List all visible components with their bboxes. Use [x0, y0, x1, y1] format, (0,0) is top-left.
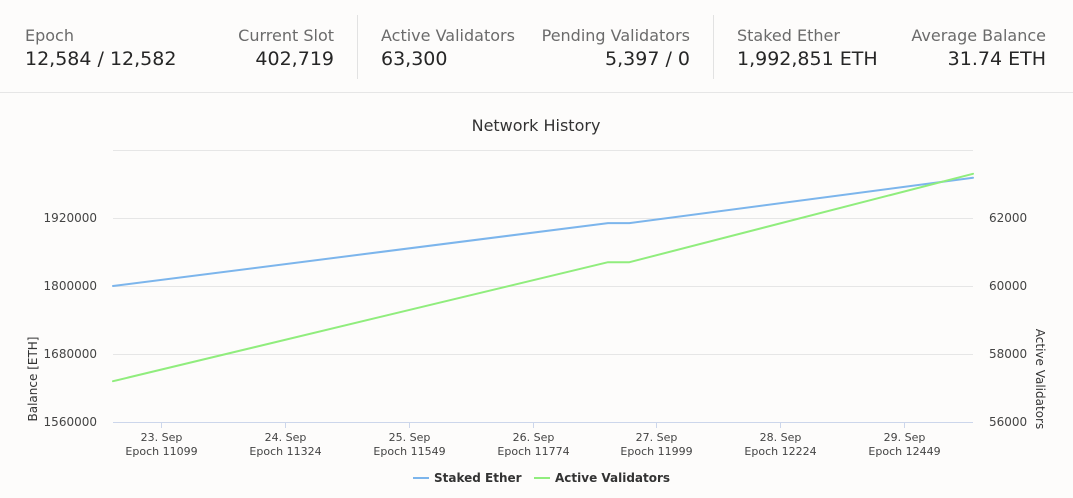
y-tick-label-right: 56000	[989, 415, 1027, 429]
stat-pending-validators-label: Pending Validators	[541, 26, 690, 45]
x-tick-label-epoch: Epoch 11999	[620, 445, 692, 458]
x-tick-label-epoch: Epoch 11324	[249, 445, 321, 458]
stat-current-slot-value: 402,719	[255, 48, 334, 70]
x-tick-label-epoch: Epoch 12224	[744, 445, 816, 458]
x-tick-label-date: 25. Sep	[389, 431, 431, 444]
series-layer	[112, 172, 974, 383]
stat-pending-validators-value: 5,397 / 0	[605, 48, 690, 70]
stats-divider	[357, 15, 358, 79]
stat-pending-validators: Pending Validators 5,397 / 0	[542, 26, 690, 72]
y-tick-label-right: 58000	[989, 347, 1027, 361]
axis-layer: 1560000 1680000 1800000 1920000 56000 58000 60…	[44, 211, 1028, 458]
stat-current-slot: Current Slot 402,719	[238, 26, 334, 72]
network-history-chart: Network History 1560000 1680000 1800000 192…	[0, 93, 1073, 494]
x-tick-label-epoch: Epoch 12449	[868, 445, 940, 458]
stats-divider	[713, 15, 714, 79]
x-tick-label-date: 27. Sep	[636, 431, 678, 444]
chart-title: Network History	[472, 116, 601, 135]
x-tick-label-epoch: Epoch 11549	[373, 445, 445, 458]
stat-average-balance: Average Balance 31.74 ETH	[911, 26, 1046, 72]
stat-current-slot-label: Current Slot	[238, 26, 334, 45]
stat-epoch-value: 12,584 / 12,582	[25, 48, 177, 70]
chart-svg: Network History 1560000 1680000 1800000 192…	[26, 116, 1047, 485]
x-tick-label-date: 28. Sep	[760, 431, 802, 444]
stat-active-validators: Active Validators 63,300	[381, 26, 515, 72]
series-line-active-validators	[112, 172, 974, 383]
stat-average-balance-label: Average Balance	[911, 26, 1046, 45]
y-tick-label-left: 1920000	[44, 211, 97, 225]
x-tick-label-date: 29. Sep	[884, 431, 926, 444]
x-tick-label-epoch: Epoch 11774	[497, 445, 569, 458]
grid-layer	[113, 150, 973, 423]
series-line-staked-ether	[112, 176, 974, 287]
x-tick-label-date: 26. Sep	[513, 431, 555, 444]
y-axis-title-right: Active Validators	[1033, 329, 1047, 429]
y-axis-title-left: Balance [ETH]	[26, 337, 40, 422]
legend-item-active-validators[interactable]: Active Validators	[555, 471, 670, 485]
x-tick-label-date: 24. Sep	[265, 431, 307, 444]
stat-active-validators-label: Active Validators	[381, 26, 515, 45]
stat-active-validators-value: 63,300	[381, 48, 448, 70]
y-tick-label-left: 1560000	[44, 415, 97, 429]
stats-bar: Epoch 12,584 / 12,582 Current Slot 402,7…	[0, 0, 1073, 93]
legend[interactable]: Staked Ether Active Validators	[413, 471, 670, 485]
stat-average-balance-value: 31.74 ETH	[947, 48, 1046, 70]
y-tick-label-left: 1680000	[44, 347, 97, 361]
legend-item-staked-ether[interactable]: Staked Ether	[434, 471, 522, 485]
stat-staked-ether-label: Staked Ether	[737, 26, 840, 45]
stat-epoch-label: Epoch	[25, 26, 74, 45]
stat-epoch: Epoch 12,584 / 12,582	[25, 26, 176, 72]
stat-staked-ether-value: 1,992,851 ETH	[737, 48, 878, 70]
y-tick-label-right: 62000	[989, 211, 1027, 225]
x-tick-label-date: 23. Sep	[141, 431, 183, 444]
x-tick-label-epoch: Epoch 11099	[125, 445, 197, 458]
stat-staked-ether: Staked Ether 1,992,851 ETH	[737, 26, 878, 72]
y-tick-label-right: 60000	[989, 279, 1027, 293]
y-tick-label-left: 1800000	[44, 279, 97, 293]
